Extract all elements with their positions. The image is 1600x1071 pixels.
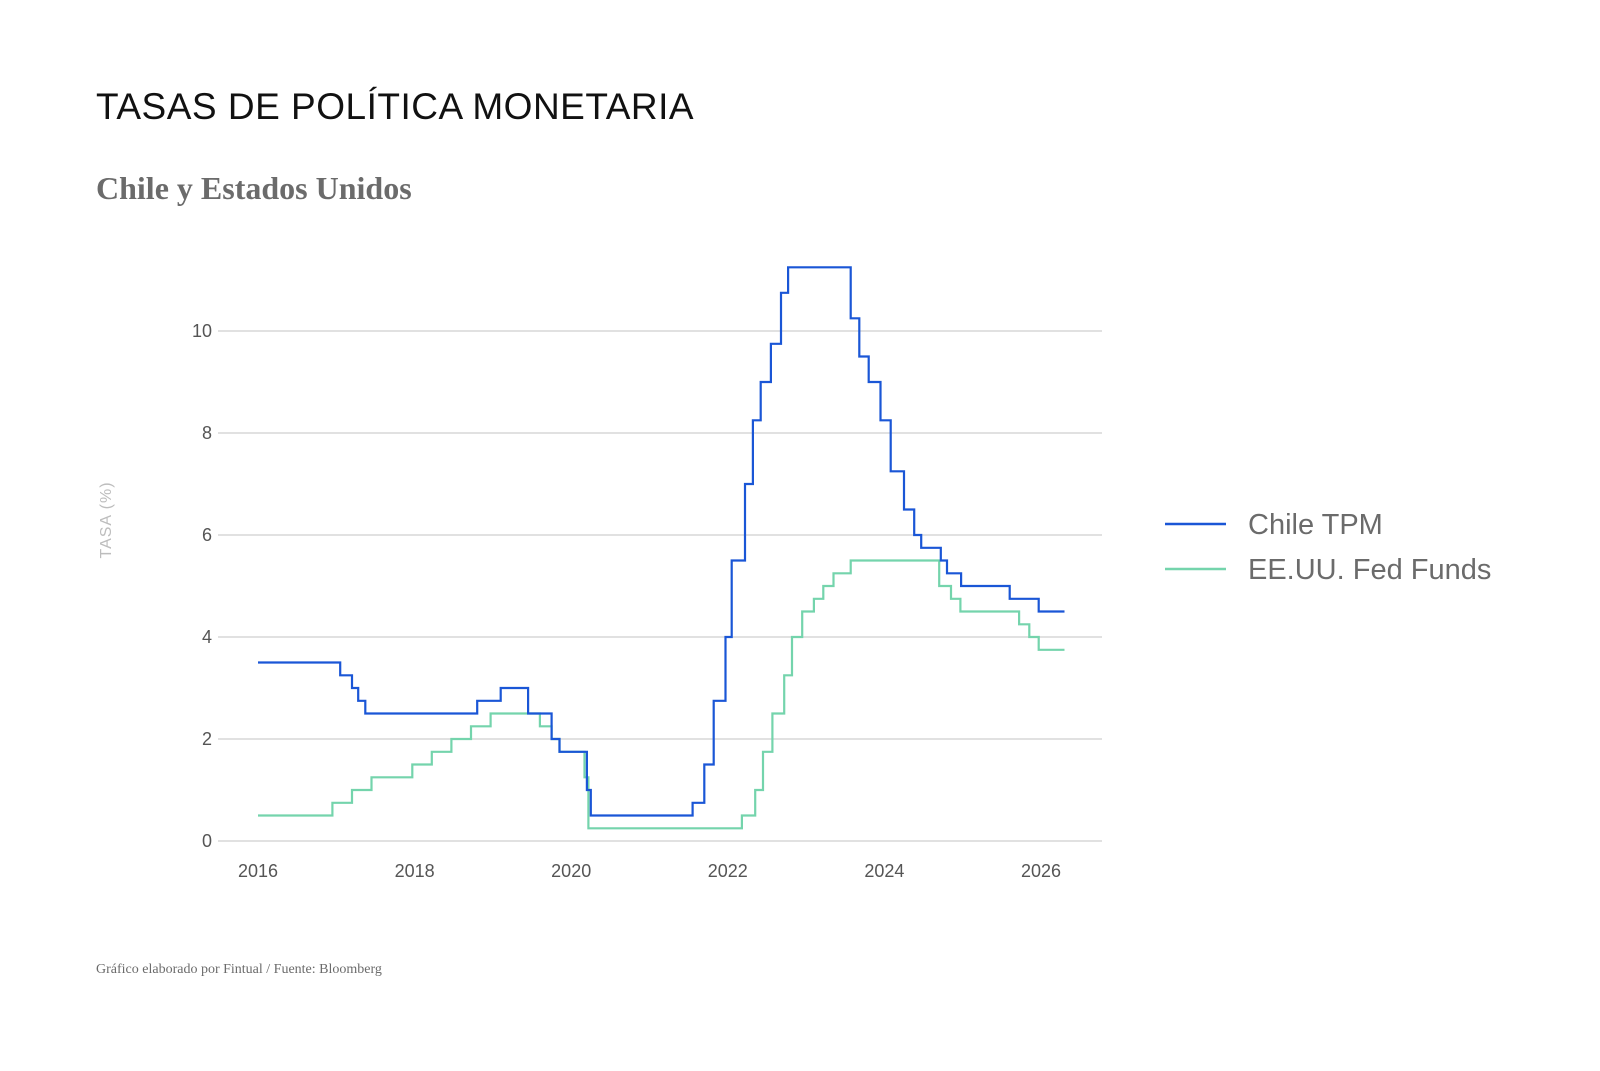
y-tick-label: 0 [202,831,212,851]
legend-label: EE.UU. Fed Funds [1248,554,1491,586]
chart-grid [218,330,1102,842]
series-line-fed-funds [258,559,1065,830]
x-tick-label: 2026 [1021,861,1061,881]
y-axis-label: TASA (%) [98,481,115,558]
legend-label: Chile TPM [1248,509,1383,541]
x-tick-label: 2020 [551,861,591,881]
y-tick-label: 2 [202,729,212,749]
x-tick-label: 2022 [708,861,748,881]
series-line-chile-tpm [258,266,1065,817]
x-tick-label: 2016 [238,861,278,881]
y-tick-label: 4 [202,627,212,647]
y-tick-label: 6 [202,525,212,545]
x-tick-label: 2018 [395,861,435,881]
x-axis-ticks: 2016 2018 2020 2022 2024 2026 [238,861,1061,881]
chart-title: TASAS DE POLÍTICA MONETARIA [96,86,695,127]
chart-footer-source: Gráfico elaborado por Fintual / Fuente: … [96,962,382,977]
y-tick-label: 10 [192,321,212,341]
x-tick-label: 2024 [864,861,904,881]
chart-series [258,266,1065,830]
chart-subtitle: Chile y Estados Unidos [96,170,412,206]
y-tick-label: 8 [202,423,212,443]
y-axis-ticks: 0 2 4 6 8 10 [192,321,212,851]
chart-legend: Chile TPM EE.UU. Fed Funds [1165,509,1491,586]
